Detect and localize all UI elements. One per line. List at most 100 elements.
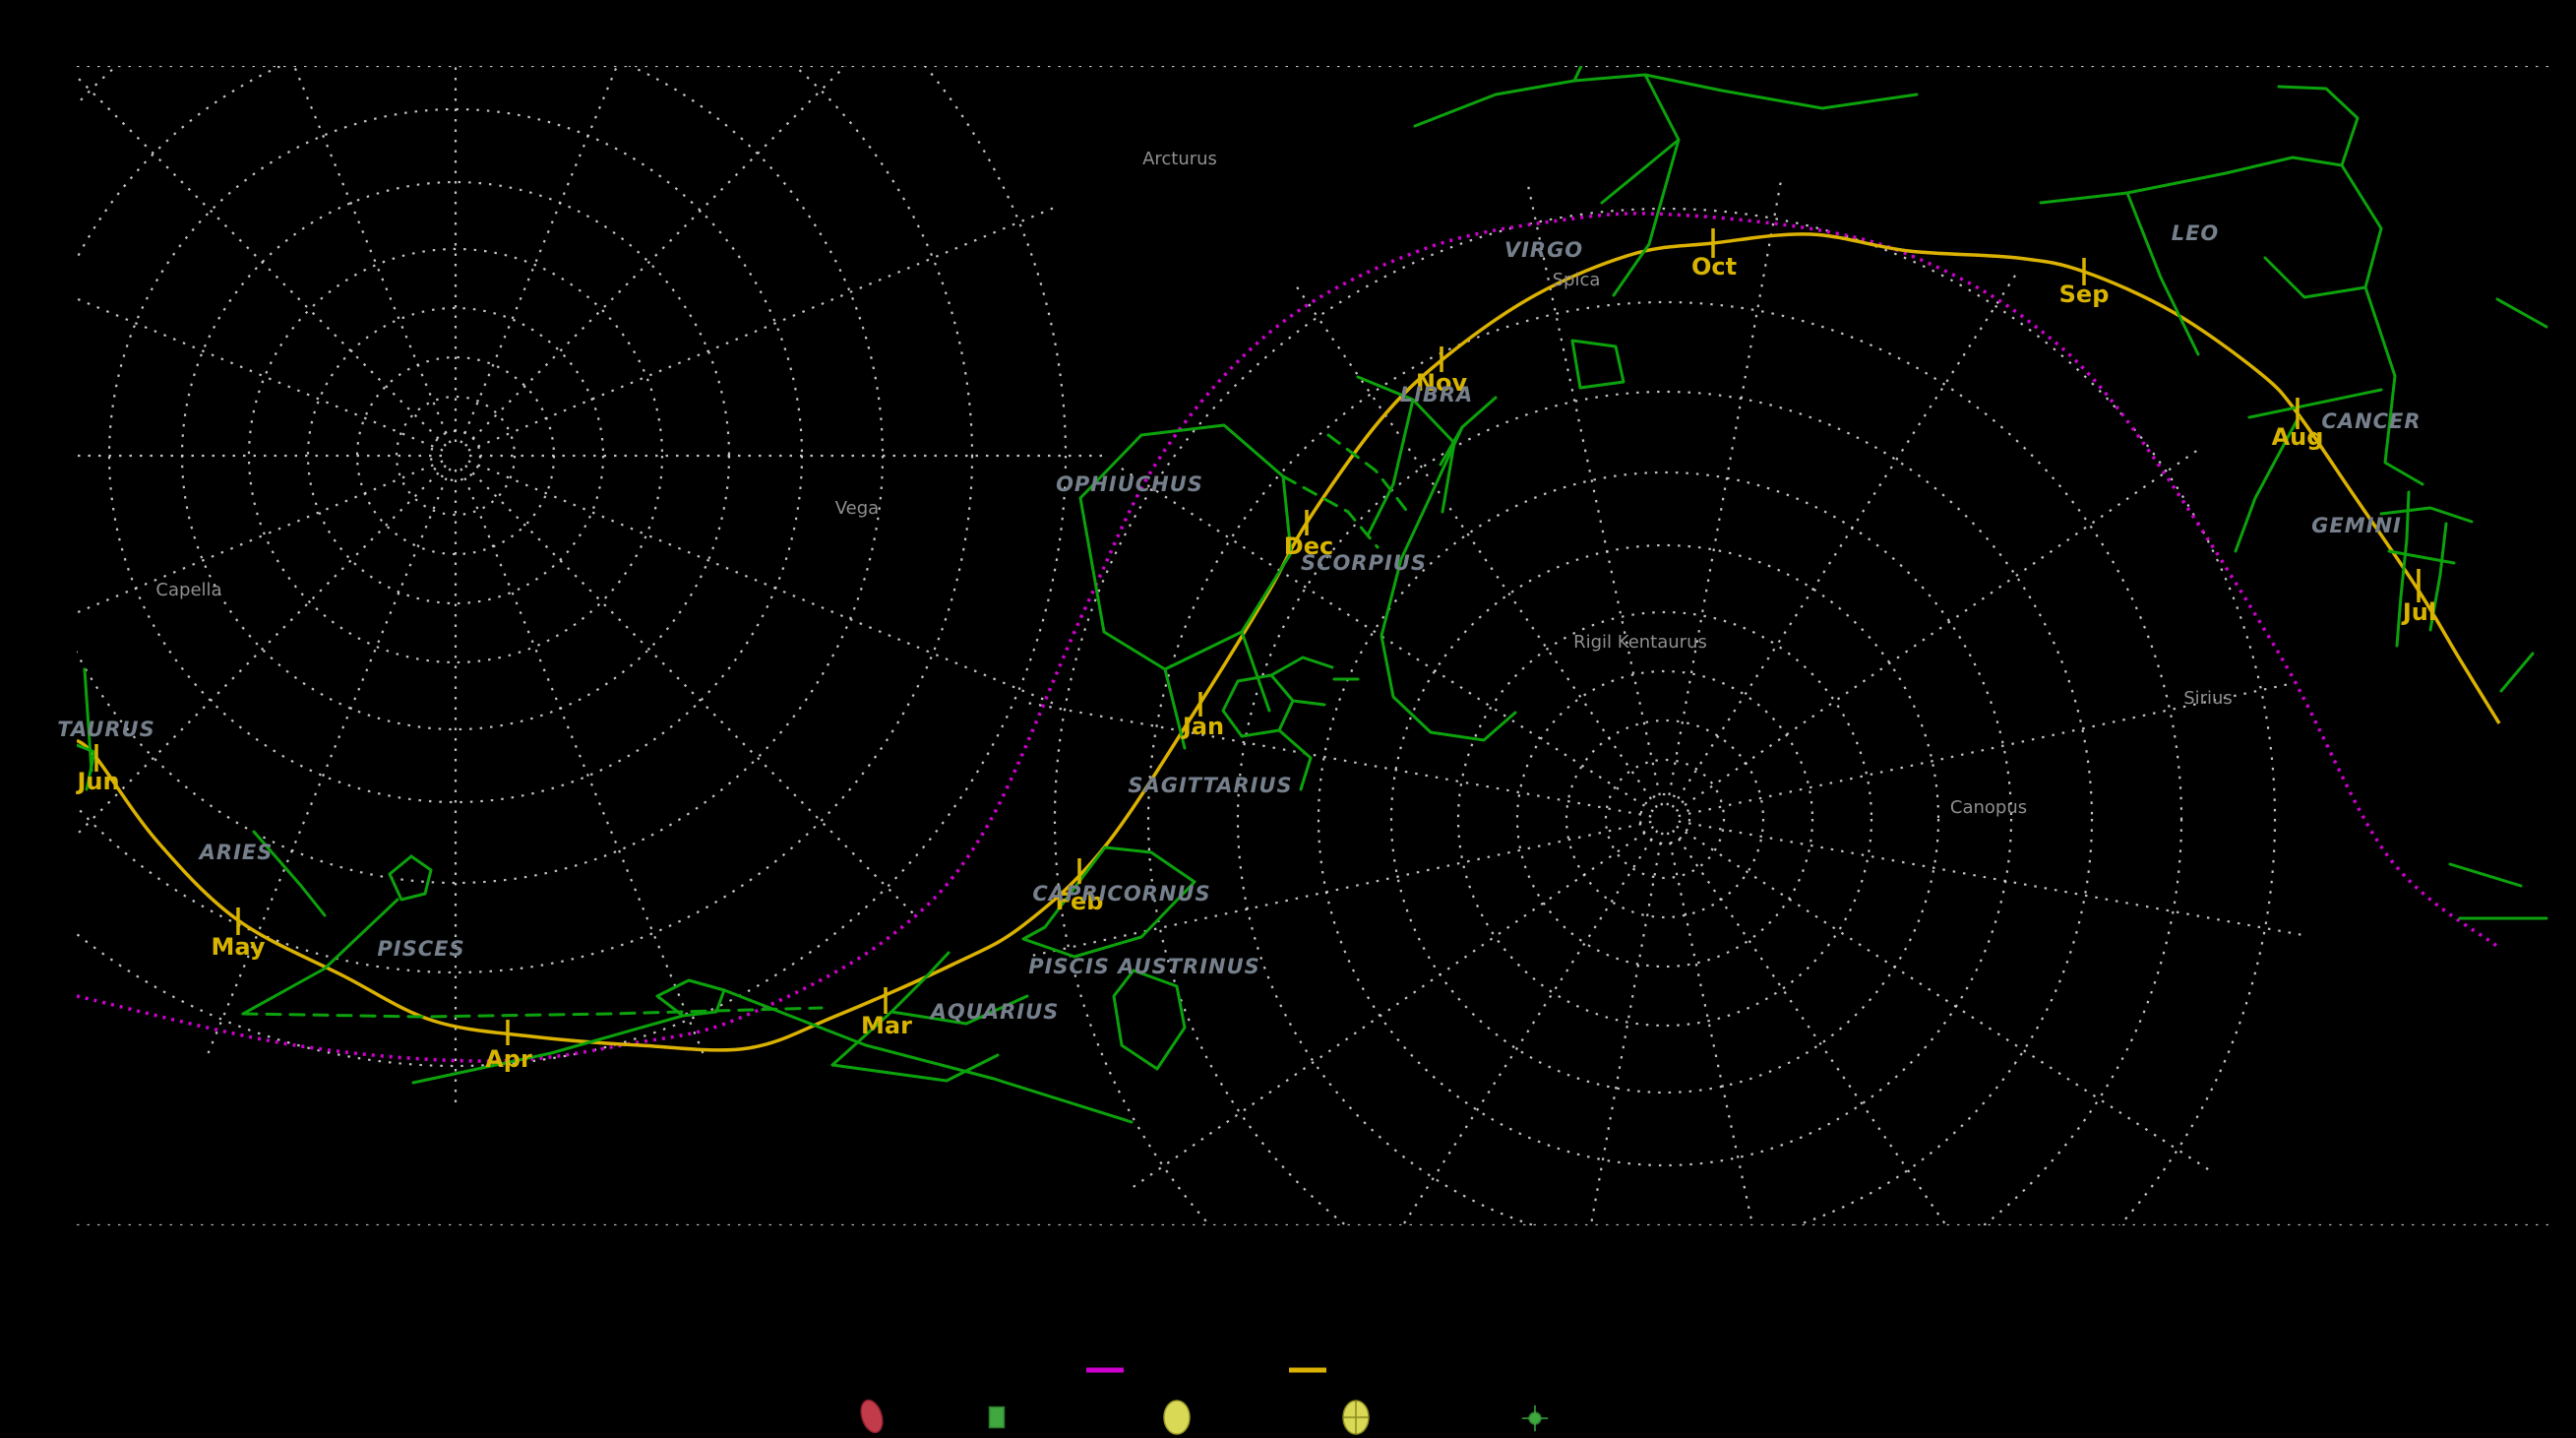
ecliptic-path (77, 232, 2501, 1052)
constellation-line-gemini-2 (2428, 522, 2448, 632)
graticule-circle-pole2 (1515, 669, 1814, 969)
graticule-circle-pole2 (1456, 610, 1873, 1028)
constellation-line-leo-leg-2 (2363, 285, 2424, 486)
constellation-label-leo: LEO (2172, 221, 2220, 245)
constellation-line-piscis-austrinus (1112, 969, 1187, 1071)
month-label-dec: Dec (1284, 532, 1333, 560)
constellation-label-cancer: CANCER (2321, 409, 2421, 433)
constellation-line-ophiuchus (1078, 423, 1293, 671)
graticule-circle-pole2 (1147, 301, 2182, 1225)
constellation-line-sagittarius-tail (1277, 728, 1313, 791)
constellation-line-cancer-1 (2247, 388, 2383, 419)
star-label-sirius: Sirius (2183, 688, 2233, 709)
legend (860, 1367, 1549, 1435)
constellation-line-pisces-ring (388, 854, 433, 902)
constellation-line-scorpius-body (1380, 425, 1517, 742)
star-label-arcturus: Arcturus (1142, 149, 1217, 169)
constellation-line-scorpius-dash (1326, 433, 1411, 516)
month-label-nov: Nov (1416, 369, 1468, 397)
constellation-line-aquarius-3 (889, 951, 951, 1014)
star-label-canopus: Canopus (1950, 797, 2027, 818)
constellation-labels: VIRGO LEO CANCER GEMINI LIBRA OPHIUCHUS SCORPI… (57, 221, 2421, 1024)
constellation-line-edge-segment-3 (2448, 862, 2523, 888)
constellation-line-leo-back (2039, 156, 2295, 205)
month-label-oct: Oct (1691, 253, 1737, 281)
star-label-capella: Capella (155, 580, 221, 600)
month-label-feb: Feb (1056, 888, 1104, 915)
constellation-line-edge-segment-2 (2499, 652, 2535, 693)
graticule-circle-pole2 (1237, 391, 2093, 1225)
constellation-label-gemini: GEMINI (2311, 514, 2402, 537)
star-label-vega: Vega (835, 498, 879, 519)
constellation-line-leo-head (2277, 85, 2360, 167)
constellation-line-sagittarius-spout (1291, 699, 1326, 707)
constellation-line-taurus-2 (77, 743, 96, 791)
month-label-mar: Mar (861, 1012, 912, 1039)
constellation-label-scorpius: SCORPIUS (1301, 551, 1427, 575)
month-label-apr: Apr (485, 1045, 532, 1073)
month-label-sep: Sep (2059, 281, 2110, 308)
constellation-label-aries: ARIES (198, 841, 274, 864)
ecliptic-line (77, 232, 2501, 1052)
constellation-label-piscis-austrinus: PISCIS AUSTRINUS (1028, 955, 1260, 978)
constellation-label-virgo: VIRGO (1504, 238, 1583, 262)
constellation-line-capricornus (1021, 845, 1196, 959)
graticule-circle-pole1 (77, 66, 973, 973)
constellation-line-gemini-1 (2395, 490, 2411, 648)
graticule-circle-pole2 (1604, 758, 1726, 880)
constellation-line-pisces-cord-b (241, 898, 399, 1016)
month-label-jan: Jan (1181, 713, 1224, 740)
constellation-line-cetus-line-2 (722, 988, 1134, 1124)
celestial-equator-line (77, 212, 2501, 1063)
constellation-line-aquarius-2 (830, 1053, 1000, 1083)
graticule-circle-pole2 (1389, 543, 1940, 1094)
month-labels: Jan Feb Mar Apr May Jun Jul Aug Sep Oct Nov Dec (75, 228, 2436, 1073)
constellation-line-cancer-2 (2234, 415, 2300, 553)
constellation-label-pisces: PISCES (377, 937, 464, 961)
constellation-line-aquarius-1 (830, 994, 1029, 1067)
constellation-line-corvus (1570, 339, 1625, 390)
constellation-label-ophiuchus: OPHIUCHUS (1056, 472, 1203, 496)
constellation-line-virgo-spur (1572, 66, 1583, 83)
star-labels: Arcturus Vega Capella Spica Rigil Kentaurus S… (155, 149, 2232, 818)
constellation-line-gemini-3 (2379, 506, 2474, 524)
celestial-equator-path (77, 212, 2501, 1063)
constellation-line-leo-leg-1 (2125, 191, 2200, 356)
legend-green-square-marker (988, 1406, 1006, 1429)
constellation-label-capricornus: CAPRICORNUS (1032, 882, 1210, 906)
graticule-circle-pole1 (306, 306, 605, 605)
constellation-line-cetus-line-1 (411, 1014, 685, 1085)
constellation-line-cetus-head (655, 978, 726, 1018)
constellation-line-ophiuchus-leg-2 (1163, 667, 1187, 750)
constellation-line-edge-segment-1 (2495, 297, 2548, 329)
graticule-circle-pole2 (1317, 470, 2013, 1167)
star-label-spica: Spica (1553, 270, 1601, 290)
month-label-jul: Jul (2401, 598, 2436, 626)
legend-red-ellipse-marker (860, 1399, 884, 1434)
legend-yellow-circle-marker (1163, 1400, 1191, 1435)
month-label-aug: Aug (2272, 423, 2324, 451)
constellation-line-virgo-spica-arm (1612, 138, 1681, 297)
graticule-circle-pole2 (1054, 208, 2276, 1225)
star-label-rigil-kentaurus: Rigil Kentaurus (1573, 632, 1707, 653)
graticule-circle-pole1 (395, 395, 517, 517)
constellation-label-libra: LIBRA (1400, 383, 1474, 406)
constellation-lines (77, 66, 2548, 1124)
month-label-jun: Jun (75, 768, 119, 795)
graticule-circle-pole2 (1564, 719, 1765, 919)
constellation-label-taurus: TAURUS (57, 718, 154, 741)
constellation-line-serpens (1281, 474, 1380, 549)
constellation-line-taurus-1 (83, 667, 93, 773)
constellation-line-sagittarius-handle (1269, 656, 1334, 677)
constellation-line-gemini-4 (2387, 549, 2456, 565)
constellation-line-aries (252, 830, 327, 917)
constellation-line-libra-1 (1356, 375, 1415, 537)
graticule-circle-pole1 (77, 66, 1067, 1067)
constellation-label-sagittarius: SAGITTARIUS (1128, 774, 1292, 797)
graticule-circle-pole2 (1638, 792, 1691, 845)
month-label-may: May (212, 933, 266, 961)
